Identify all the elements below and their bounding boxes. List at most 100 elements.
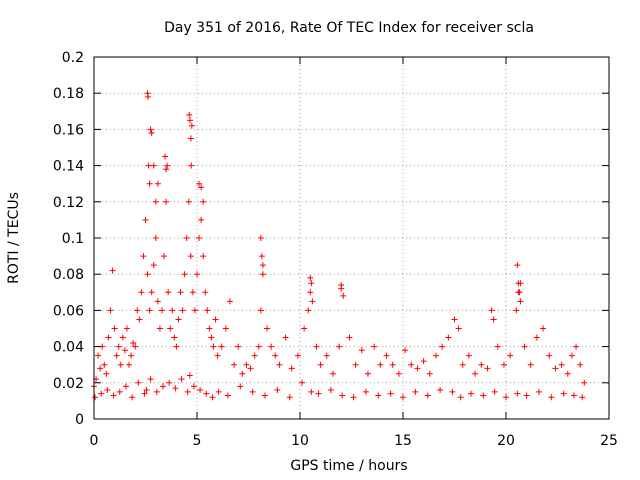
data-point [309, 298, 316, 305]
data-point [188, 162, 195, 169]
data-point [210, 343, 217, 350]
x-tick-label: 20 [497, 433, 515, 449]
data-point [516, 289, 523, 296]
data-point [570, 392, 577, 399]
data-point [247, 365, 254, 372]
data-point [95, 352, 102, 359]
data-point [226, 298, 233, 305]
data-point [513, 307, 520, 314]
data-point [383, 352, 390, 359]
x-tick-label: 0 [90, 433, 99, 449]
data-point [371, 343, 378, 350]
data-point [97, 365, 104, 372]
data-point [161, 253, 168, 260]
data-point [215, 388, 222, 395]
data-point [432, 352, 439, 359]
data-point [338, 282, 345, 289]
chart-title: Day 351 of 2016, Rate Of TEC Index for r… [164, 20, 534, 36]
data-point [514, 262, 521, 269]
data-point [150, 162, 157, 169]
data-point [484, 365, 491, 372]
data-point [235, 343, 242, 350]
data-point [336, 343, 343, 350]
data-point [184, 388, 191, 395]
data-point [527, 361, 534, 368]
data-point [251, 352, 258, 359]
data-point [154, 180, 161, 187]
y-tick-label: 0.1 [62, 231, 84, 247]
data-point [147, 126, 154, 133]
data-point [408, 361, 415, 368]
data-point [568, 352, 575, 359]
data-point [128, 352, 135, 359]
data-point [480, 392, 487, 399]
data-point [420, 358, 427, 365]
data-point [307, 289, 314, 296]
data-point [130, 339, 137, 346]
data-point [218, 343, 225, 350]
data-point [243, 361, 250, 368]
data-point [163, 198, 170, 205]
data-point [299, 379, 306, 386]
data-point [185, 198, 192, 205]
data-point [119, 334, 126, 341]
data-point [109, 267, 116, 274]
data-point [138, 289, 145, 296]
data-point [459, 361, 466, 368]
data-point [162, 153, 169, 160]
data-point [141, 390, 148, 397]
data-point [329, 370, 336, 377]
data-point [148, 130, 155, 137]
data-point [144, 271, 151, 278]
data-point [581, 379, 588, 386]
data-point [465, 352, 472, 359]
data-point [533, 334, 540, 341]
y-axis-label: ROTI / TECUs [6, 192, 22, 284]
data-point [517, 298, 524, 305]
data-point [107, 307, 114, 314]
data-point [400, 394, 406, 401]
data-point [103, 370, 110, 377]
data-point [177, 289, 184, 296]
data-point [179, 307, 186, 314]
data-point [437, 387, 444, 394]
data-point [183, 235, 190, 241]
data-point [478, 361, 485, 368]
data-point [488, 307, 495, 314]
data-point [237, 383, 244, 390]
data-point [116, 388, 123, 395]
data-point [259, 271, 266, 278]
data-point [490, 316, 497, 323]
data-point [152, 198, 159, 205]
data-point [197, 387, 204, 394]
data-point [426, 370, 433, 377]
data-point [395, 370, 402, 377]
data-point [140, 253, 147, 260]
data-point [167, 325, 174, 332]
data-point [255, 343, 262, 350]
data-point [206, 325, 213, 332]
data-point [121, 347, 128, 354]
data-point [560, 390, 567, 397]
y-tick-label: 0.2 [62, 50, 84, 66]
data-point [202, 289, 209, 296]
data-point [144, 93, 151, 100]
data-point [147, 376, 154, 383]
data-point [160, 383, 167, 390]
data-point [187, 135, 194, 142]
data-point [153, 388, 160, 395]
data-point [169, 307, 176, 314]
data-point [175, 316, 182, 323]
data-point [117, 361, 124, 368]
data-point [350, 394, 357, 401]
data-point [546, 352, 553, 359]
data-point [315, 390, 322, 397]
data-point [132, 343, 139, 350]
data-point [282, 334, 289, 341]
data-point [198, 184, 205, 191]
data-point [165, 289, 172, 296]
data-point [209, 394, 216, 401]
data-point [515, 280, 522, 287]
y-tick-label: 0.08 [53, 267, 84, 283]
